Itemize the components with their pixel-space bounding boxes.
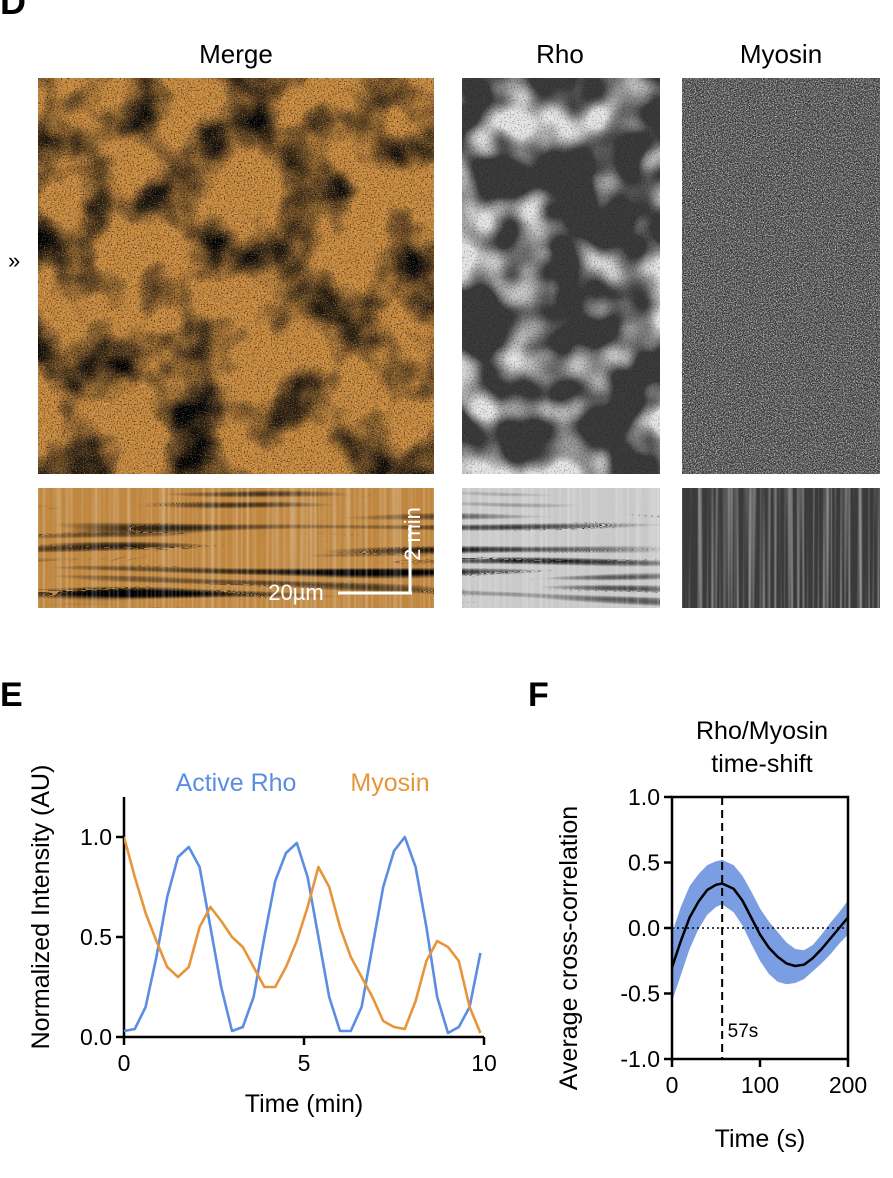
chart-f-x-tick-label: 200: [829, 1072, 867, 1098]
chart-e-plot-area: [124, 835, 482, 1035]
merge-kymograph: [38, 488, 434, 608]
myosin-title: Myosin: [740, 39, 822, 69]
chart-e-series-myosin: [124, 836, 482, 1034]
chart-e-x-tick-label: 0: [118, 1050, 131, 1076]
myosin-kymograph: [682, 488, 880, 608]
panel-d-label: D: [0, 0, 26, 22]
chart-f-y-tick-label: 0.0: [628, 915, 660, 941]
chart-f-y-tick-label: -1.0: [620, 1046, 660, 1072]
chart-e-legend-myosin: Myosin: [350, 769, 429, 797]
scale-bar-x-label: 20µm: [268, 580, 323, 605]
chart-e-x-tick-label: 10: [471, 1050, 497, 1076]
chart-e-x-tick-label: 5: [298, 1050, 311, 1076]
rho-title: Rho: [536, 39, 584, 69]
chart-f-title-line-1: Rho/Myosin: [696, 717, 828, 745]
chart-f-y-tick-label: 1.0: [628, 784, 660, 810]
chart-f-mean-line: [670, 882, 849, 968]
chart-f-x-tick-label: 0: [666, 1072, 679, 1098]
chart-e-series-active-rho: [124, 835, 482, 1035]
merge-image: [38, 78, 434, 474]
merge-title: Merge: [199, 39, 273, 69]
rho-kymograph: [462, 488, 660, 608]
chart-f-y-label: Average cross-correlation: [555, 806, 583, 1090]
scale-bar-y-label: 2 min: [400, 507, 425, 561]
panel-e-label: E: [0, 676, 23, 714]
chart-f-y-tick-label: 0.5: [628, 850, 660, 876]
rho-image: [462, 78, 660, 474]
chart-e-y-tick-label: 0.5: [80, 924, 112, 950]
chart-f-x-label: Time (s): [715, 1125, 806, 1153]
chart-e: 0.0 0.5 1.0 0 5 10 Time (min) Normalized Intens…: [27, 765, 497, 1118]
arrow-marker: »: [8, 248, 20, 273]
panel-f-label: F: [528, 676, 549, 714]
chart-f-title-line-2: time-shift: [711, 750, 812, 778]
scale-bar: 20µm 2 min: [268, 507, 425, 605]
chart-f-annotation: 57s: [728, 1021, 759, 1042]
chart-f-confidence-band: [672, 859, 848, 1002]
chart-f-x-tick-label: 100: [741, 1072, 779, 1098]
chart-e-y-tick-label: 1.0: [80, 824, 112, 850]
chart-f-y-tick-label: -0.5: [620, 981, 660, 1007]
chart-f: -1.0 -0.5 0.0 0.5 1.0 0 100 200 Time (s) Average …: [555, 717, 867, 1153]
chart-e-legend-rho: Active Rho: [176, 769, 297, 797]
myosin-image: [682, 78, 880, 474]
chart-e-x-label: Time (min): [245, 1090, 364, 1118]
chart-e-y-label: Normalized Intensity (AU): [27, 765, 55, 1050]
chart-e-y-tick-label: 0.0: [80, 1024, 112, 1050]
